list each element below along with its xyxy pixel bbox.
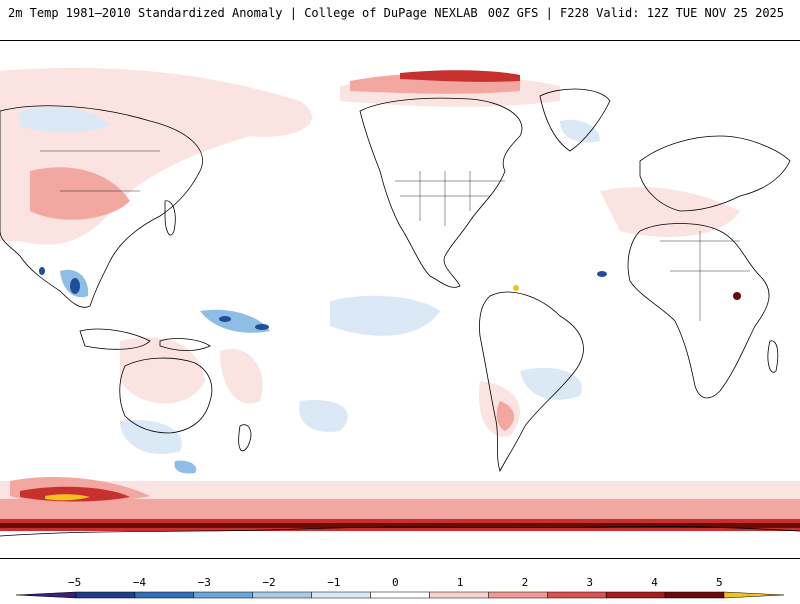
colorbar-tick-label: 1 (456, 576, 464, 589)
australia-outline (119, 357, 213, 434)
map-canvas (0, 67, 800, 537)
colorbar-tick-label: 4 (651, 576, 658, 589)
border-layer (40, 150, 750, 321)
colorbar-tick-label: −1 (327, 576, 341, 589)
colorbar-tick-label: 3 (586, 576, 594, 589)
colorbar-bin (193, 591, 253, 599)
colorbar-tick-label: 5 (716, 576, 723, 589)
model-run-label: 00Z GFS | F228 Valid: 12Z TUE NOV 25 202… (487, 6, 784, 20)
south-america-outline (479, 291, 584, 473)
indonesia-outline (79, 328, 151, 350)
warm-anomaly-layer (0, 67, 800, 521)
colorbar-bin (664, 591, 725, 599)
colorbar-tick-label: 2 (521, 576, 529, 589)
colorbar-tick-label: 0 (392, 576, 399, 589)
asia-outline (0, 105, 203, 308)
colorbar-tick-label: −2 (262, 576, 276, 589)
colorbar-bin (252, 591, 312, 599)
colorbar-bin (429, 591, 489, 599)
colorbar-bin (134, 591, 195, 599)
europe-outline (639, 135, 791, 212)
new-zealand-outline (238, 424, 252, 452)
colorbar-bin (370, 591, 430, 599)
colorbar-bin (605, 591, 666, 599)
greenland-outline (539, 88, 611, 152)
antarctica-outline (0, 526, 800, 537)
colorbar-legend (0, 570, 800, 600)
africa-outline (627, 223, 770, 399)
map-title: 2m Temp 1981–2010 Standardized Anomaly |… (8, 6, 478, 20)
coastline-layer (0, 88, 800, 537)
colorbar-tick-label: −3 (197, 576, 211, 589)
colorbar-bin (75, 591, 136, 599)
north-america-outline (359, 97, 523, 288)
colorbar-bin (311, 591, 371, 599)
madagascar-outline (767, 340, 779, 373)
colorbar-min-arrow (15, 591, 77, 599)
colorbar-bin (488, 591, 548, 599)
cold-anomaly-layer (20, 106, 600, 455)
anomaly-map (0, 40, 800, 559)
new-guinea-outline (159, 338, 211, 351)
colorbar-tick-label: −4 (132, 576, 147, 589)
japan-outline (164, 200, 176, 236)
colorbar-max-arrow (723, 591, 785, 599)
cold-anomaly-dark-layer (39, 267, 607, 330)
colorbar-bin (547, 591, 607, 599)
colorbar-svg (15, 591, 785, 599)
colorbar-tick-label: −5 (68, 576, 82, 589)
